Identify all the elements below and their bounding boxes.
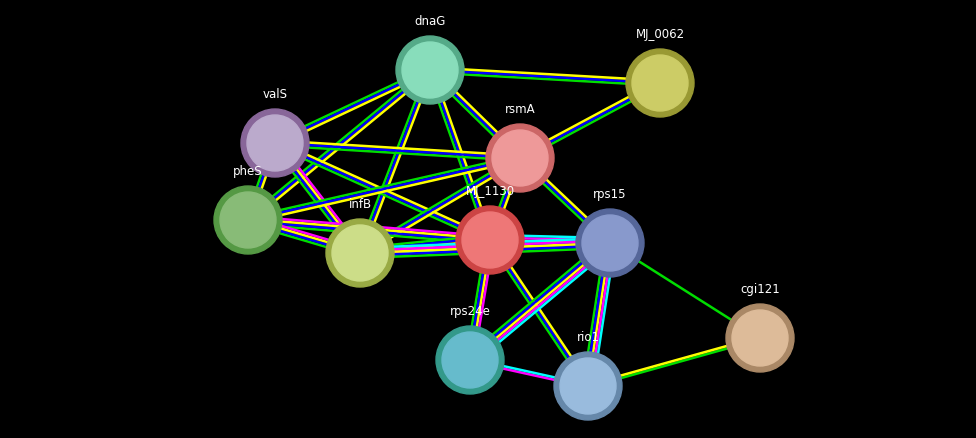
- Circle shape: [241, 109, 309, 177]
- Circle shape: [632, 55, 688, 111]
- Text: dnaG: dnaG: [415, 15, 446, 28]
- Circle shape: [396, 36, 464, 104]
- Circle shape: [492, 130, 548, 186]
- Circle shape: [582, 215, 638, 271]
- Circle shape: [554, 352, 622, 420]
- Text: MJ_1130: MJ_1130: [466, 185, 514, 198]
- Text: pheS: pheS: [233, 165, 263, 178]
- Text: rps24e: rps24e: [450, 305, 490, 318]
- Circle shape: [332, 225, 388, 281]
- Text: rps15: rps15: [593, 188, 627, 201]
- Text: infB: infB: [348, 198, 372, 211]
- Circle shape: [576, 209, 644, 277]
- Circle shape: [214, 186, 282, 254]
- Circle shape: [560, 358, 616, 414]
- Circle shape: [402, 42, 458, 98]
- Circle shape: [732, 310, 788, 366]
- Circle shape: [220, 192, 276, 248]
- Text: valS: valS: [263, 88, 288, 101]
- Circle shape: [326, 219, 394, 287]
- Circle shape: [442, 332, 498, 388]
- Circle shape: [626, 49, 694, 117]
- Circle shape: [486, 124, 554, 192]
- Text: cgi121: cgi121: [740, 283, 780, 296]
- Text: rio1: rio1: [577, 331, 599, 344]
- Circle shape: [436, 326, 504, 394]
- Text: rsmA: rsmA: [505, 103, 535, 116]
- Circle shape: [462, 212, 518, 268]
- Circle shape: [456, 206, 524, 274]
- Circle shape: [247, 115, 303, 171]
- Circle shape: [726, 304, 794, 372]
- Text: MJ_0062: MJ_0062: [635, 28, 684, 41]
